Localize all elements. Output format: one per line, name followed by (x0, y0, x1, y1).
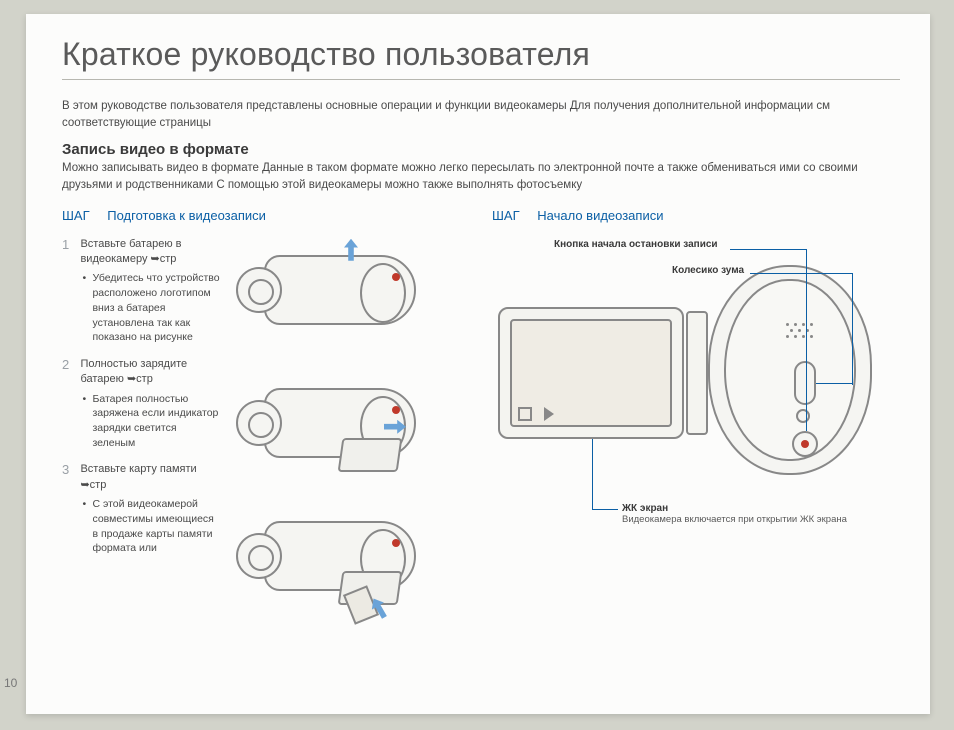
instruction-3: 3 Вставьте карту памяти ➥стр С этой виде… (62, 462, 224, 556)
instruction-1: 1 Вставьте батарею в видеокамеру ➥стр Уб… (62, 237, 224, 345)
instruction-2: 2 Полностью зарядите батарею ➥стр Батаре… (62, 357, 224, 451)
step2-title: Начало видеозаписи (537, 208, 663, 223)
num-3: 3 (62, 462, 76, 477)
bullet-2: Батарея полностью заряжена если индикато… (80, 392, 220, 451)
bullet-3: С этой видеокамерой совместимы имеющиеся… (80, 497, 220, 556)
record-button (792, 431, 818, 457)
two-columns: ШАГ Подготовка к видеозаписи 1 Вставьте … (62, 208, 900, 624)
home-icon (518, 407, 532, 421)
intro-text: В этом руководстве пользователя представ… (62, 98, 900, 131)
figure-open-camcorder: Кнопка начала остановки записи Колесико … (492, 253, 892, 573)
num-2: 2 (62, 357, 76, 372)
text-2: Полностью зарядите батарею ➥стр Батарея … (80, 357, 220, 451)
lcd-panel (498, 307, 684, 439)
step1-title: Подготовка к видеозаписи (107, 208, 266, 223)
step1-header: ШАГ Подготовка к видеозаписи (62, 208, 462, 223)
page-number: 10 (4, 676, 17, 690)
step2-header: ШАГ Начало видеозаписи (492, 208, 900, 223)
callout-zoom: Колесико зума (672, 265, 744, 276)
step2-label: ШАГ (492, 208, 520, 223)
speaker-icon (786, 323, 816, 343)
section-text: Можно записывать видео в формате Данные … (62, 160, 900, 193)
instruction-list: 1 Вставьте батарею в видеокамеру ➥стр Уб… (62, 237, 224, 624)
text-3: Вставьте карту памяти ➥стр С этой видеок… (80, 462, 220, 556)
column-step1: ШАГ Подготовка к видеозаписи 1 Вставьте … (62, 208, 462, 624)
zoom-wheel (794, 361, 816, 405)
play-icon (544, 407, 554, 421)
small-button (796, 409, 810, 423)
text-1: Вставьте батарею в видеокамеру ➥стр Убед… (80, 237, 220, 345)
figure-card (234, 509, 424, 624)
figure-stack (234, 237, 462, 624)
figure-charge (234, 376, 424, 491)
step1-label: ШАГ (62, 208, 90, 223)
num-1: 1 (62, 237, 76, 252)
step1-body: 1 Вставьте батарею в видеокамеру ➥стр Уб… (62, 237, 462, 624)
callout-lcd: ЖК экран Видеокамера включается при откр… (622, 503, 852, 525)
column-step2: ШАГ Начало видеозаписи (492, 208, 900, 624)
manual-page: Краткое руководство пользователя В этом … (26, 14, 930, 714)
page-title: Краткое руководство пользователя (62, 36, 900, 80)
callout-rec: Кнопка начала остановки записи (554, 239, 718, 250)
bullet-1: Убедитесь что устройство расположено лог… (80, 271, 220, 344)
section-heading: Запись видео в формате (62, 141, 900, 158)
figure-battery (234, 243, 424, 358)
